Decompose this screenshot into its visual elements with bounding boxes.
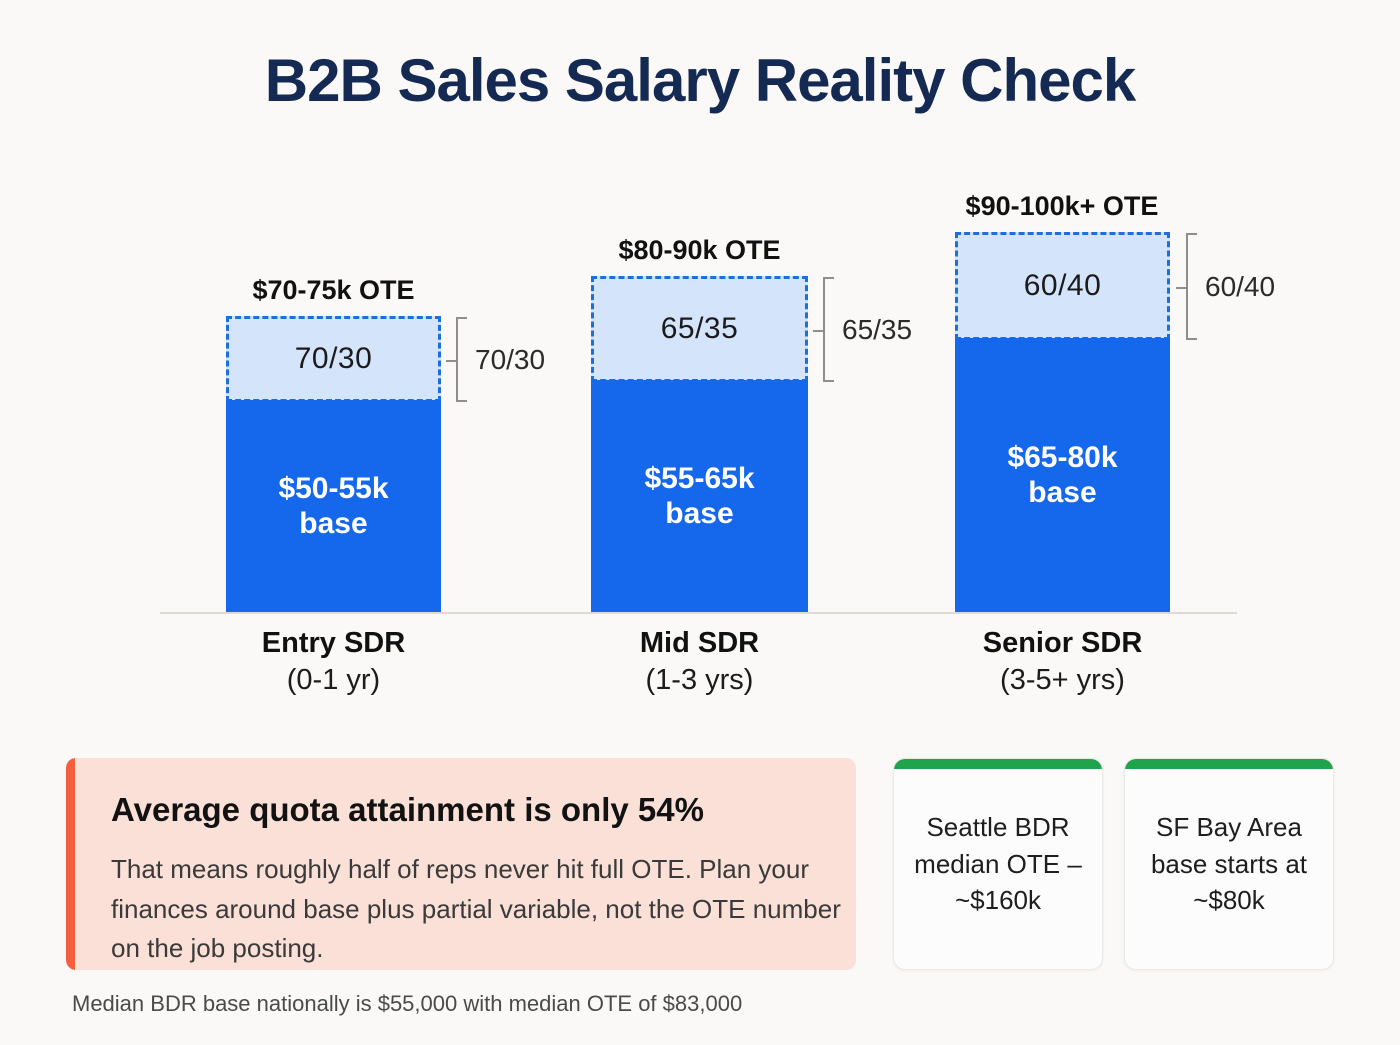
stat-card-sf-bay-area: SF Bay Area base starts at ~$80k (1124, 758, 1334, 970)
variable-split-text-mid-sdr: 65/35 (660, 312, 739, 345)
category-name-entry-sdr: Entry SDR (261, 627, 406, 659)
bracket-tick-top (456, 317, 467, 319)
base-segment-senior-sdr: $65-80k base (955, 338, 1170, 612)
variable-split-text-entry-sdr: 70/30 (294, 342, 373, 375)
ote-label-senior-sdr: $90-100k+ OTE (965, 191, 1159, 221)
base-label-line2-mid-sdr: base (665, 497, 734, 530)
base-segment-entry-sdr: $50-55k base (226, 400, 441, 612)
footnote-text: Median BDR base nationally is $55,000 wi… (72, 991, 743, 1016)
variable-segment-senior-sdr: 60/40 (955, 232, 1170, 340)
bracket-spine (456, 317, 458, 402)
category-label-mid-sdr: Mid SDR (1-3 yrs) (591, 625, 808, 699)
bracket-tick-bottom (823, 380, 834, 382)
bracket-label-mid-sdr: 65/35 (842, 313, 913, 345)
stat-card-sf-bay-text: SF Bay Area base starts at ~$80k (1150, 811, 1308, 916)
callout-headline: Average quota attainment is only 54% (111, 791, 704, 828)
callout-body-text: That means roughly half of reps never hi… (111, 854, 841, 964)
callout-accent-bar (66, 758, 75, 970)
stat-card-top-accent (1125, 759, 1333, 769)
stat-card-top-accent (894, 759, 1102, 769)
salary-bar-chart: $70-75k OTE 70/30 $50-55k base 70/30 Ent… (160, 191, 1276, 699)
bracket-tick-mid (813, 329, 824, 332)
base-label-line1-entry-sdr: $50-55k (278, 471, 389, 505)
category-label-senior-sdr: Senior SDR (3-5+ yrs) (955, 625, 1170, 699)
category-experience-senior-sdr: (3-5+ yrs) (1000, 664, 1125, 697)
bracket-spine (823, 277, 825, 382)
bracket-tick-mid (446, 359, 457, 362)
bracket-tick-mid (1176, 286, 1187, 289)
stat-card-seattle-text: Seattle BDR median OTE – ~$160k (914, 811, 1082, 916)
base-label-line1-senior-sdr: $65-80k (1007, 440, 1118, 474)
bracket-tick-bottom (456, 400, 467, 402)
category-experience-mid-sdr: (1-3 yrs) (645, 664, 754, 697)
base-segment-mid-sdr: $55-65k base (591, 380, 808, 612)
chart-baseline (160, 612, 1237, 614)
bracket-label-senior-sdr: 60/40 (1205, 270, 1276, 302)
ote-label-entry-sdr: $70-75k OTE (252, 275, 415, 305)
variable-segment-mid-sdr: 65/35 (591, 276, 808, 382)
category-label-entry-sdr: Entry SDR (0-1 yr) (226, 625, 441, 699)
category-name-senior-sdr: Senior SDR (982, 627, 1143, 659)
base-label-line1-mid-sdr: $55-65k (644, 461, 755, 495)
stat-card-seattle: Seattle BDR median OTE – ~$160k (893, 758, 1103, 970)
base-label-line2-senior-sdr: base (1028, 476, 1097, 509)
page-title: B2B Sales Salary Reality Check (264, 47, 1137, 114)
bracket-label-entry-sdr: 70/30 (475, 343, 546, 375)
bracket-tick-top (823, 277, 834, 279)
base-label-line2-entry-sdr: base (299, 507, 368, 540)
quota-attainment-callout: Average quota attainment is only 54% Tha… (66, 758, 856, 970)
bracket-tick-bottom (1186, 338, 1197, 340)
category-name-mid-sdr: Mid SDR (639, 627, 760, 659)
bracket-spine (1186, 233, 1188, 340)
variable-split-text-senior-sdr: 60/40 (1023, 269, 1102, 302)
category-experience-entry-sdr: (0-1 yr) (286, 664, 381, 697)
variable-segment-entry-sdr: 70/30 (226, 316, 441, 402)
ote-label-mid-sdr: $80-90k OTE (618, 235, 781, 265)
bracket-tick-top (1186, 233, 1197, 235)
